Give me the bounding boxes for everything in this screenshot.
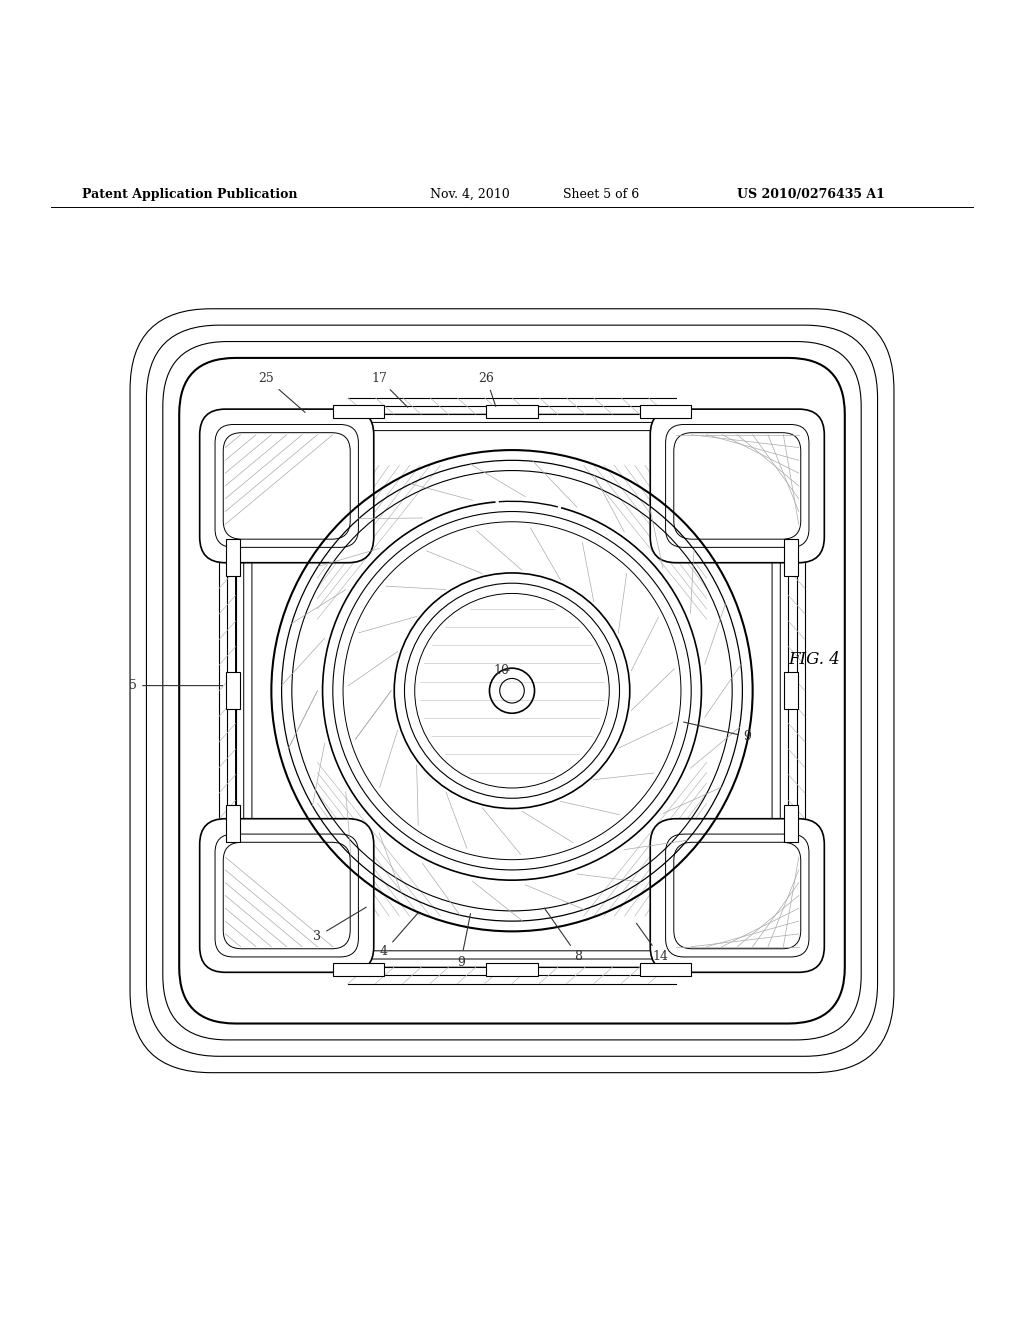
FancyBboxPatch shape [650,818,824,973]
Text: 5: 5 [129,678,222,692]
Text: 10: 10 [494,664,510,677]
Bar [486,964,538,977]
Text: 17: 17 [371,372,408,407]
Text: 8: 8 [545,908,583,964]
Bar [226,805,240,842]
FancyBboxPatch shape [200,818,374,973]
Text: FIG. 4: FIG. 4 [788,652,840,668]
Bar [784,672,798,709]
Bar [226,672,240,709]
Text: 26: 26 [478,372,496,407]
Text: Nov. 4, 2010: Nov. 4, 2010 [430,187,510,201]
Text: 25: 25 [258,372,305,412]
Bar [784,805,798,842]
Text: Patent Application Publication: Patent Application Publication [82,187,297,201]
Text: 9: 9 [457,913,470,969]
Text: 9: 9 [684,722,752,743]
Text: 14: 14 [637,924,669,964]
FancyBboxPatch shape [650,409,824,562]
Text: US 2010/0276435 A1: US 2010/0276435 A1 [737,187,885,201]
Bar [640,964,691,977]
Bar [486,405,538,418]
FancyBboxPatch shape [200,409,374,562]
Bar [226,539,240,576]
Bar [333,964,384,977]
Text: Sheet 5 of 6: Sheet 5 of 6 [563,187,639,201]
Text: 3: 3 [313,907,367,942]
Text: 4: 4 [380,913,418,958]
Bar [333,405,384,418]
Bar [784,539,798,576]
Bar [640,405,691,418]
